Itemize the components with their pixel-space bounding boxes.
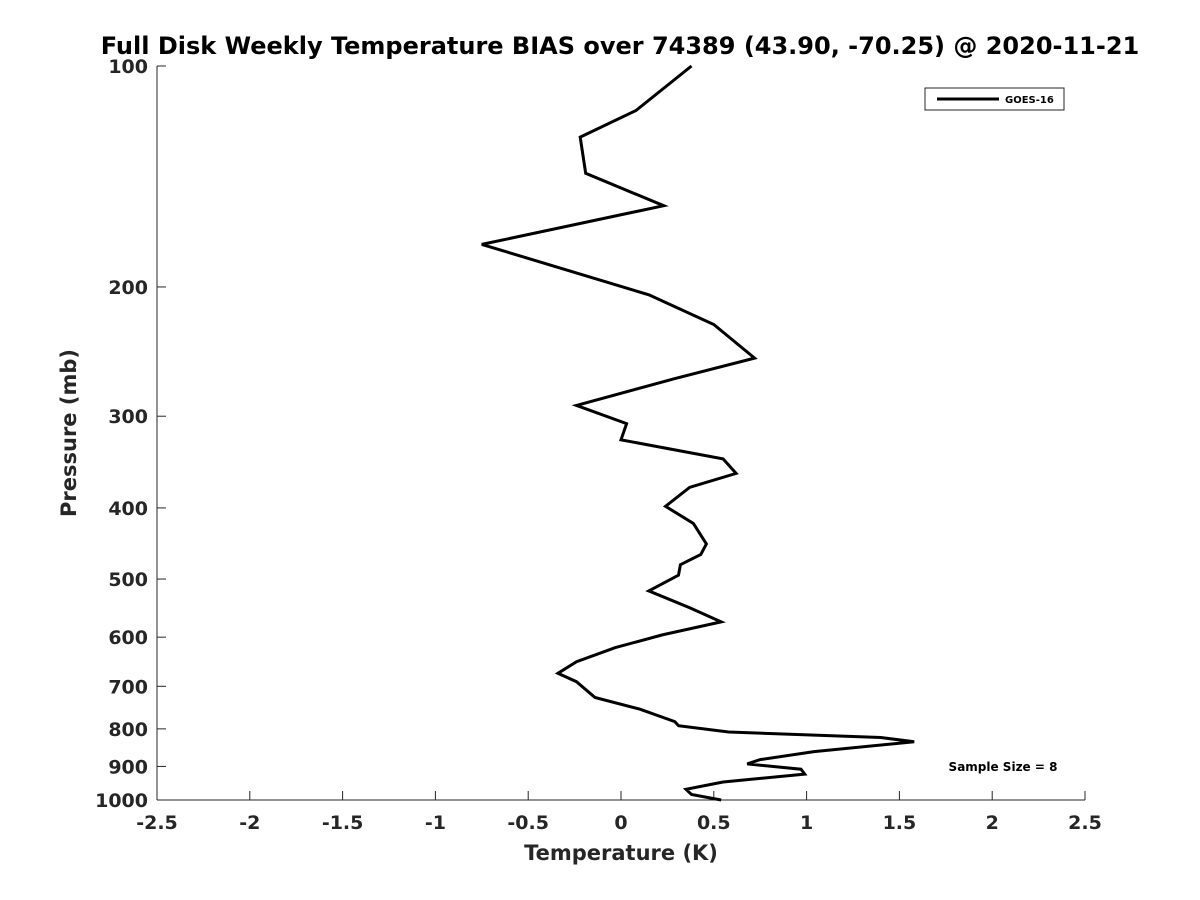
- x-tick-label: -1.5: [322, 812, 364, 834]
- y-tick-label: 100: [108, 56, 148, 78]
- y-axis-label: Pressure (mb): [57, 349, 81, 517]
- legend-entry-goes-16: GOES-16: [1005, 95, 1054, 106]
- legend: GOES-16: [924, 87, 1065, 111]
- x-tick-label: -2.5: [136, 812, 178, 834]
- y-tick-label: 600: [108, 627, 148, 649]
- x-ticks: -2.5 -2 -1.5 -1 -0.5 0 0.5 1 1.5 2 2.5: [136, 791, 1102, 834]
- sample-size-annotation: Sample Size = 8: [949, 760, 1058, 774]
- y-tick-label: 300: [108, 406, 148, 428]
- x-tick-label: 2: [986, 812, 999, 834]
- x-tick-label: 0.5: [697, 812, 731, 834]
- y-tick-label: 900: [108, 756, 148, 778]
- x-tick-label: 1: [800, 812, 813, 834]
- x-tick-label: 0: [614, 812, 627, 834]
- series-line-goes-16: [481, 64, 915, 802]
- y-tick-label: 800: [108, 719, 148, 741]
- x-tick-label: -1: [425, 812, 446, 834]
- x-tick-label: 2.5: [1068, 812, 1102, 834]
- y-tick-label: 1000: [95, 790, 148, 812]
- y-tick-label: 500: [108, 569, 148, 591]
- chart-title: Full Disk Weekly Temperature BIAS over 7…: [101, 32, 1140, 60]
- x-tick-label: -0.5: [507, 812, 549, 834]
- y-ticks: 100 200 300 400 500 600 700 800 900 1000: [95, 56, 166, 812]
- series-layer: [481, 64, 915, 802]
- x-axis-label: Temperature (K): [524, 841, 718, 865]
- y-tick-label: 400: [108, 498, 148, 520]
- x-tick-label: -2: [239, 812, 260, 834]
- x-tick-label: 1.5: [883, 812, 917, 834]
- y-tick-label: 700: [108, 676, 148, 698]
- y-tick-label: 200: [108, 277, 148, 299]
- plot-axes: [156, 66, 1085, 801]
